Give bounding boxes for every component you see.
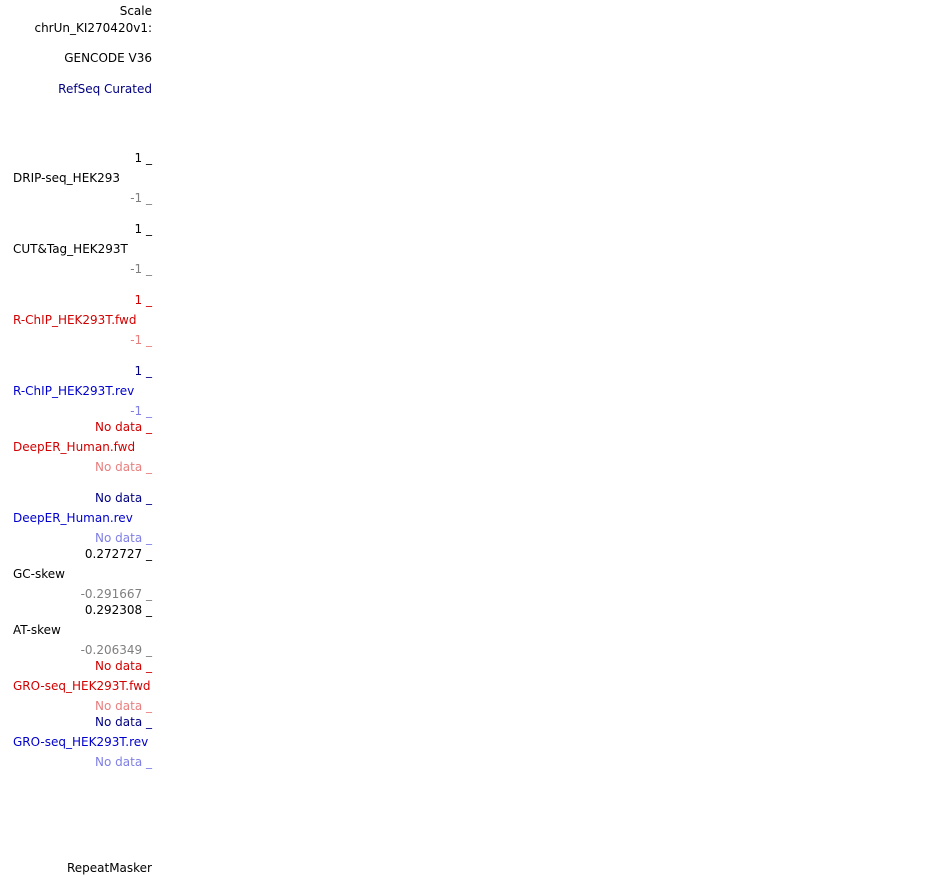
atskew-min-value: -0.206349 _ <box>80 643 152 657</box>
gro-fwd-max-value: No data _ <box>95 659 152 673</box>
deeper-rev-max-value: No data _ <box>95 491 152 505</box>
gro-rev-max-value: No data _ <box>95 715 152 729</box>
gro-fwd-min-value: No data _ <box>95 699 152 713</box>
track-label-gc-skew[interactable]: GC-skew <box>13 567 65 581</box>
track-label-gro-fwd[interactable]: GRO-seq_HEK293T.fwd <box>13 679 151 693</box>
chromosome-label: chrUn_KI270420v1: <box>34 21 152 35</box>
rchip-rev-min-value: -1 _ <box>130 404 152 418</box>
atskew-max-value: 0.292308 _ <box>84 603 152 617</box>
gcskew-min-value: -0.291667 _ <box>80 587 152 601</box>
cuttag-max-value: 1 _ <box>134 222 152 236</box>
track-label-cuttag[interactable]: CUT&Tag_HEK293T <box>13 242 128 256</box>
gcskew-max-value: 0.272727 _ <box>84 547 152 561</box>
track-label-repeatmasker[interactable]: RepeatMasker <box>66 861 152 875</box>
rchip-fwd-min-value: -1 _ <box>130 333 152 347</box>
gro-rev-min-value: No data _ <box>95 755 152 769</box>
track-label-gro-rev[interactable]: GRO-seq_HEK293T.rev <box>13 735 149 749</box>
rchip-rev-max-value: 1 _ <box>134 364 152 378</box>
track-label-at-skew[interactable]: AT-skew <box>13 623 61 637</box>
cuttag-min-value: -1 _ <box>130 262 152 276</box>
drip-min-value: -1 _ <box>130 191 152 205</box>
rchip-fwd-max-value: 1 _ <box>134 293 152 307</box>
track-image-area[interactable] <box>160 0 950 876</box>
deeper-fwd-max-value: No data _ <box>95 420 152 434</box>
track-label-rchip-rev[interactable]: R-ChIP_HEK293T.rev <box>13 384 135 398</box>
track-label-deeper-fwd[interactable]: DeepER_Human.fwd <box>13 440 136 454</box>
deeper-fwd-min-value: No data _ <box>95 460 152 474</box>
track-label-deeper-rev[interactable]: DeepER_Human.rev <box>13 511 133 525</box>
deeper-rev-min-value: No data _ <box>95 531 152 545</box>
track-label-refseq[interactable]: RefSeq Curated <box>58 82 152 96</box>
scale-label: Scale <box>119 4 152 18</box>
track-label-rchip-fwd[interactable]: R-ChIP_HEK293T.fwd <box>13 313 137 327</box>
track-label-drip-seq[interactable]: DRIP-seq_HEK293 <box>13 171 121 185</box>
track-label-gencode[interactable]: GENCODE V36 <box>64 51 152 65</box>
drip-max-value: 1 _ <box>134 151 152 165</box>
